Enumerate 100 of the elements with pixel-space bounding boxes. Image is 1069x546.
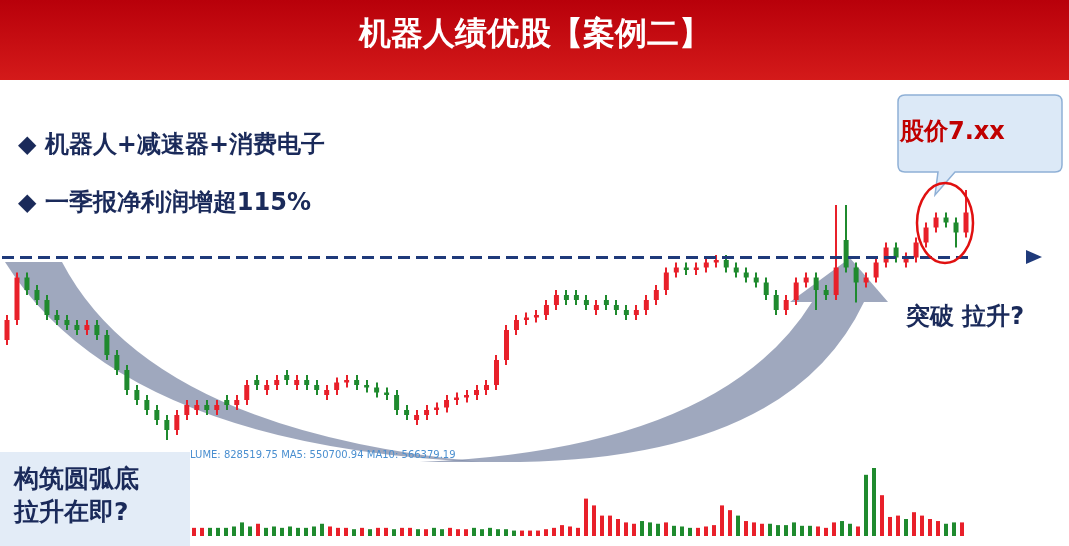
candlestick [813,271,819,311]
candlestick [513,314,519,336]
candlestick [154,404,160,426]
bar [648,522,652,536]
candlestick [184,399,190,421]
bar [840,521,844,536]
bar [264,527,268,536]
bar [496,529,500,536]
bar [824,527,828,536]
bar [544,529,548,536]
bar [480,529,484,536]
bar [448,527,452,536]
bar [520,530,524,536]
bar [536,530,540,536]
bar [432,527,436,536]
bar [352,529,356,536]
bar [728,510,732,536]
candlestick [244,379,250,406]
candlestick [933,211,939,234]
bar [760,523,764,536]
candlestick [913,236,919,264]
candlestick [124,364,130,396]
bar [296,527,300,536]
bar [640,521,644,536]
bar [568,526,572,536]
bar [424,529,428,536]
bar [240,522,244,536]
bar [208,527,212,536]
bar [224,527,228,536]
annotation: 突破 拉升? [906,301,1025,332]
bar [816,526,820,536]
bar [464,529,468,536]
bar [688,527,692,536]
bar [920,515,924,536]
bar [680,526,684,536]
bar [856,526,860,536]
bar [416,529,420,536]
bar [848,523,852,536]
bar [192,527,196,536]
text: LUME: 828519.75 MA5: 550700.94 MA10: 566379.19 [190,449,456,460]
candlestick [34,284,40,306]
bar [384,527,388,536]
candlestick [893,241,899,264]
bar [456,529,460,536]
bar [440,529,444,536]
bar [768,523,772,536]
candlestick [793,276,799,306]
bar [280,527,284,536]
candlestick [24,271,30,296]
bar [248,526,252,536]
bar [592,505,596,536]
bar [800,525,804,536]
bar [888,516,892,536]
candlestick [643,294,649,316]
bar [704,526,708,536]
bar [696,527,700,536]
candlestick [164,414,170,441]
bar [880,495,884,536]
bar [632,523,636,536]
bar [320,523,324,536]
bar [216,527,220,536]
bar [272,526,276,536]
candlestick [923,221,929,249]
bar [560,525,564,536]
candlestick [114,349,120,376]
bar [872,468,876,536]
bar [288,526,292,536]
candlestick [104,329,110,361]
bar [624,522,628,536]
bar [400,527,404,536]
bar [256,523,260,536]
candlestick [134,384,140,406]
bar [616,519,620,536]
bar [712,525,716,536]
candlestick [663,266,669,296]
chart-title: 机器人绩优股【案例二】 [357,13,712,54]
bar [328,526,332,536]
candlestick [773,289,779,316]
bar [936,521,940,536]
bar [736,515,740,536]
bar [528,530,532,536]
bar [744,521,748,536]
bar [784,525,788,536]
candlestick [953,216,959,249]
candlestick [174,409,180,436]
bar [864,474,868,536]
candlestick [873,256,879,284]
candlestick [394,389,400,416]
candlestick [963,189,969,239]
bar [752,522,756,536]
bar [512,530,516,536]
candlestick [4,314,10,346]
bar [720,505,724,536]
bar [808,525,812,536]
bar [600,515,604,536]
bar [344,527,348,536]
bar [952,522,956,536]
candlestick [653,284,659,306]
bar [488,527,492,536]
bar [408,527,412,536]
